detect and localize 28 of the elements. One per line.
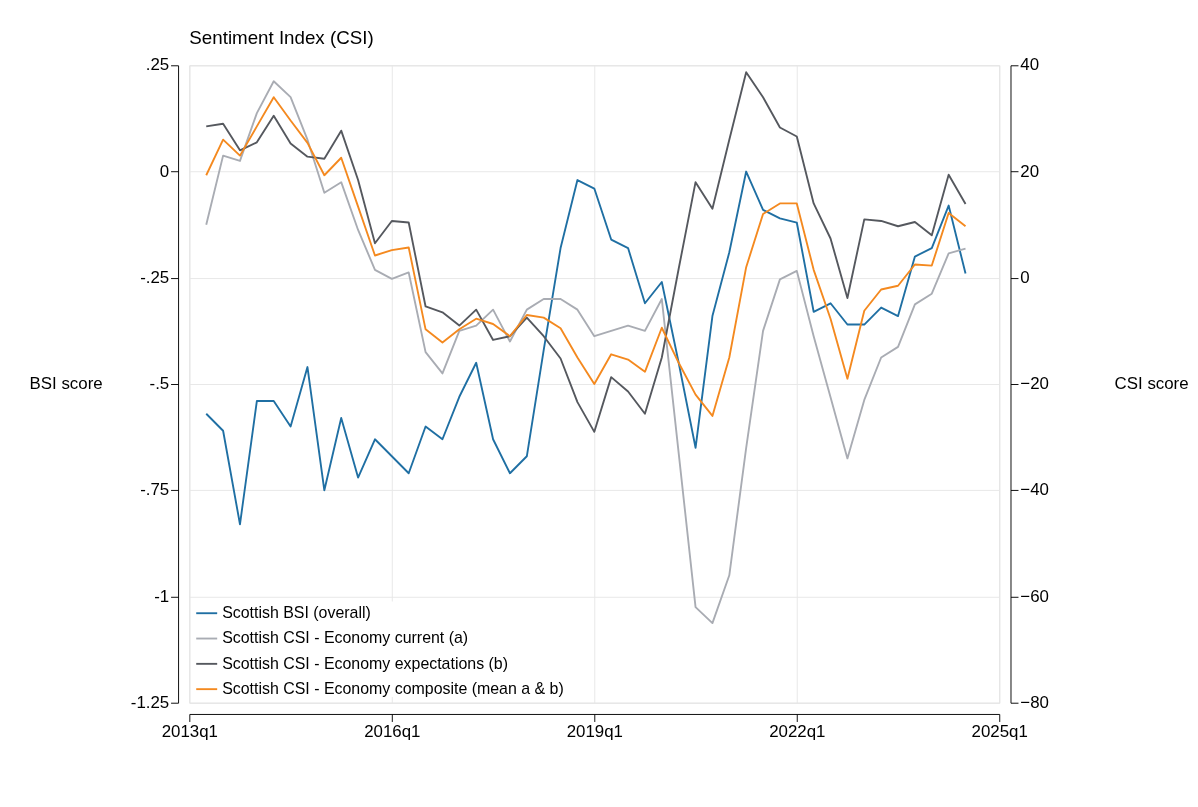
y2-tick-label: −20 bbox=[1020, 374, 1049, 394]
y2-tick-label: −60 bbox=[1020, 586, 1049, 606]
x-tick-label: 2016q1 bbox=[364, 721, 421, 741]
x-tick-label: 2013q1 bbox=[161, 721, 218, 741]
chart-title: Sentiment Index (CSI) bbox=[189, 26, 374, 48]
legend-label: Scottish BSI (overall) bbox=[222, 603, 371, 621]
y-tick-label: 0 bbox=[159, 161, 170, 181]
legend-label: Scottish CSI - Economy current (a) bbox=[222, 629, 469, 647]
legend-label: Scottish CSI - Economy composite (mean a & b) bbox=[222, 679, 564, 697]
y2-tick-label: 40 bbox=[1020, 55, 1040, 75]
y-tick-label: -1 bbox=[154, 586, 170, 606]
y-tick-label: .25 bbox=[145, 55, 170, 75]
y2-tick-label: −80 bbox=[1020, 692, 1049, 712]
x-tick-label: 2022q1 bbox=[769, 721, 826, 741]
y-axis-title: BSI score bbox=[29, 374, 103, 394]
y2-axis-title: CSI score bbox=[1114, 374, 1189, 394]
y2-tick-label: 0 bbox=[1020, 267, 1030, 287]
line-series bbox=[205, 80, 967, 625]
y-tick-label: -1.25 bbox=[130, 692, 170, 712]
x-tick-label: 2025q1 bbox=[971, 721, 1028, 741]
y-tick-label: -.25 bbox=[140, 267, 170, 287]
legend-label: Scottish CSI - Economy expectations (b) bbox=[222, 654, 508, 672]
y2-tick-label: −40 bbox=[1020, 480, 1049, 500]
y2-tick-label: 20 bbox=[1020, 161, 1040, 181]
x-tick-label: 2019q1 bbox=[566, 721, 623, 741]
y-tick-label: -.75 bbox=[140, 480, 170, 500]
line-series bbox=[205, 170, 967, 526]
y-tick-label: -.5 bbox=[149, 374, 170, 394]
